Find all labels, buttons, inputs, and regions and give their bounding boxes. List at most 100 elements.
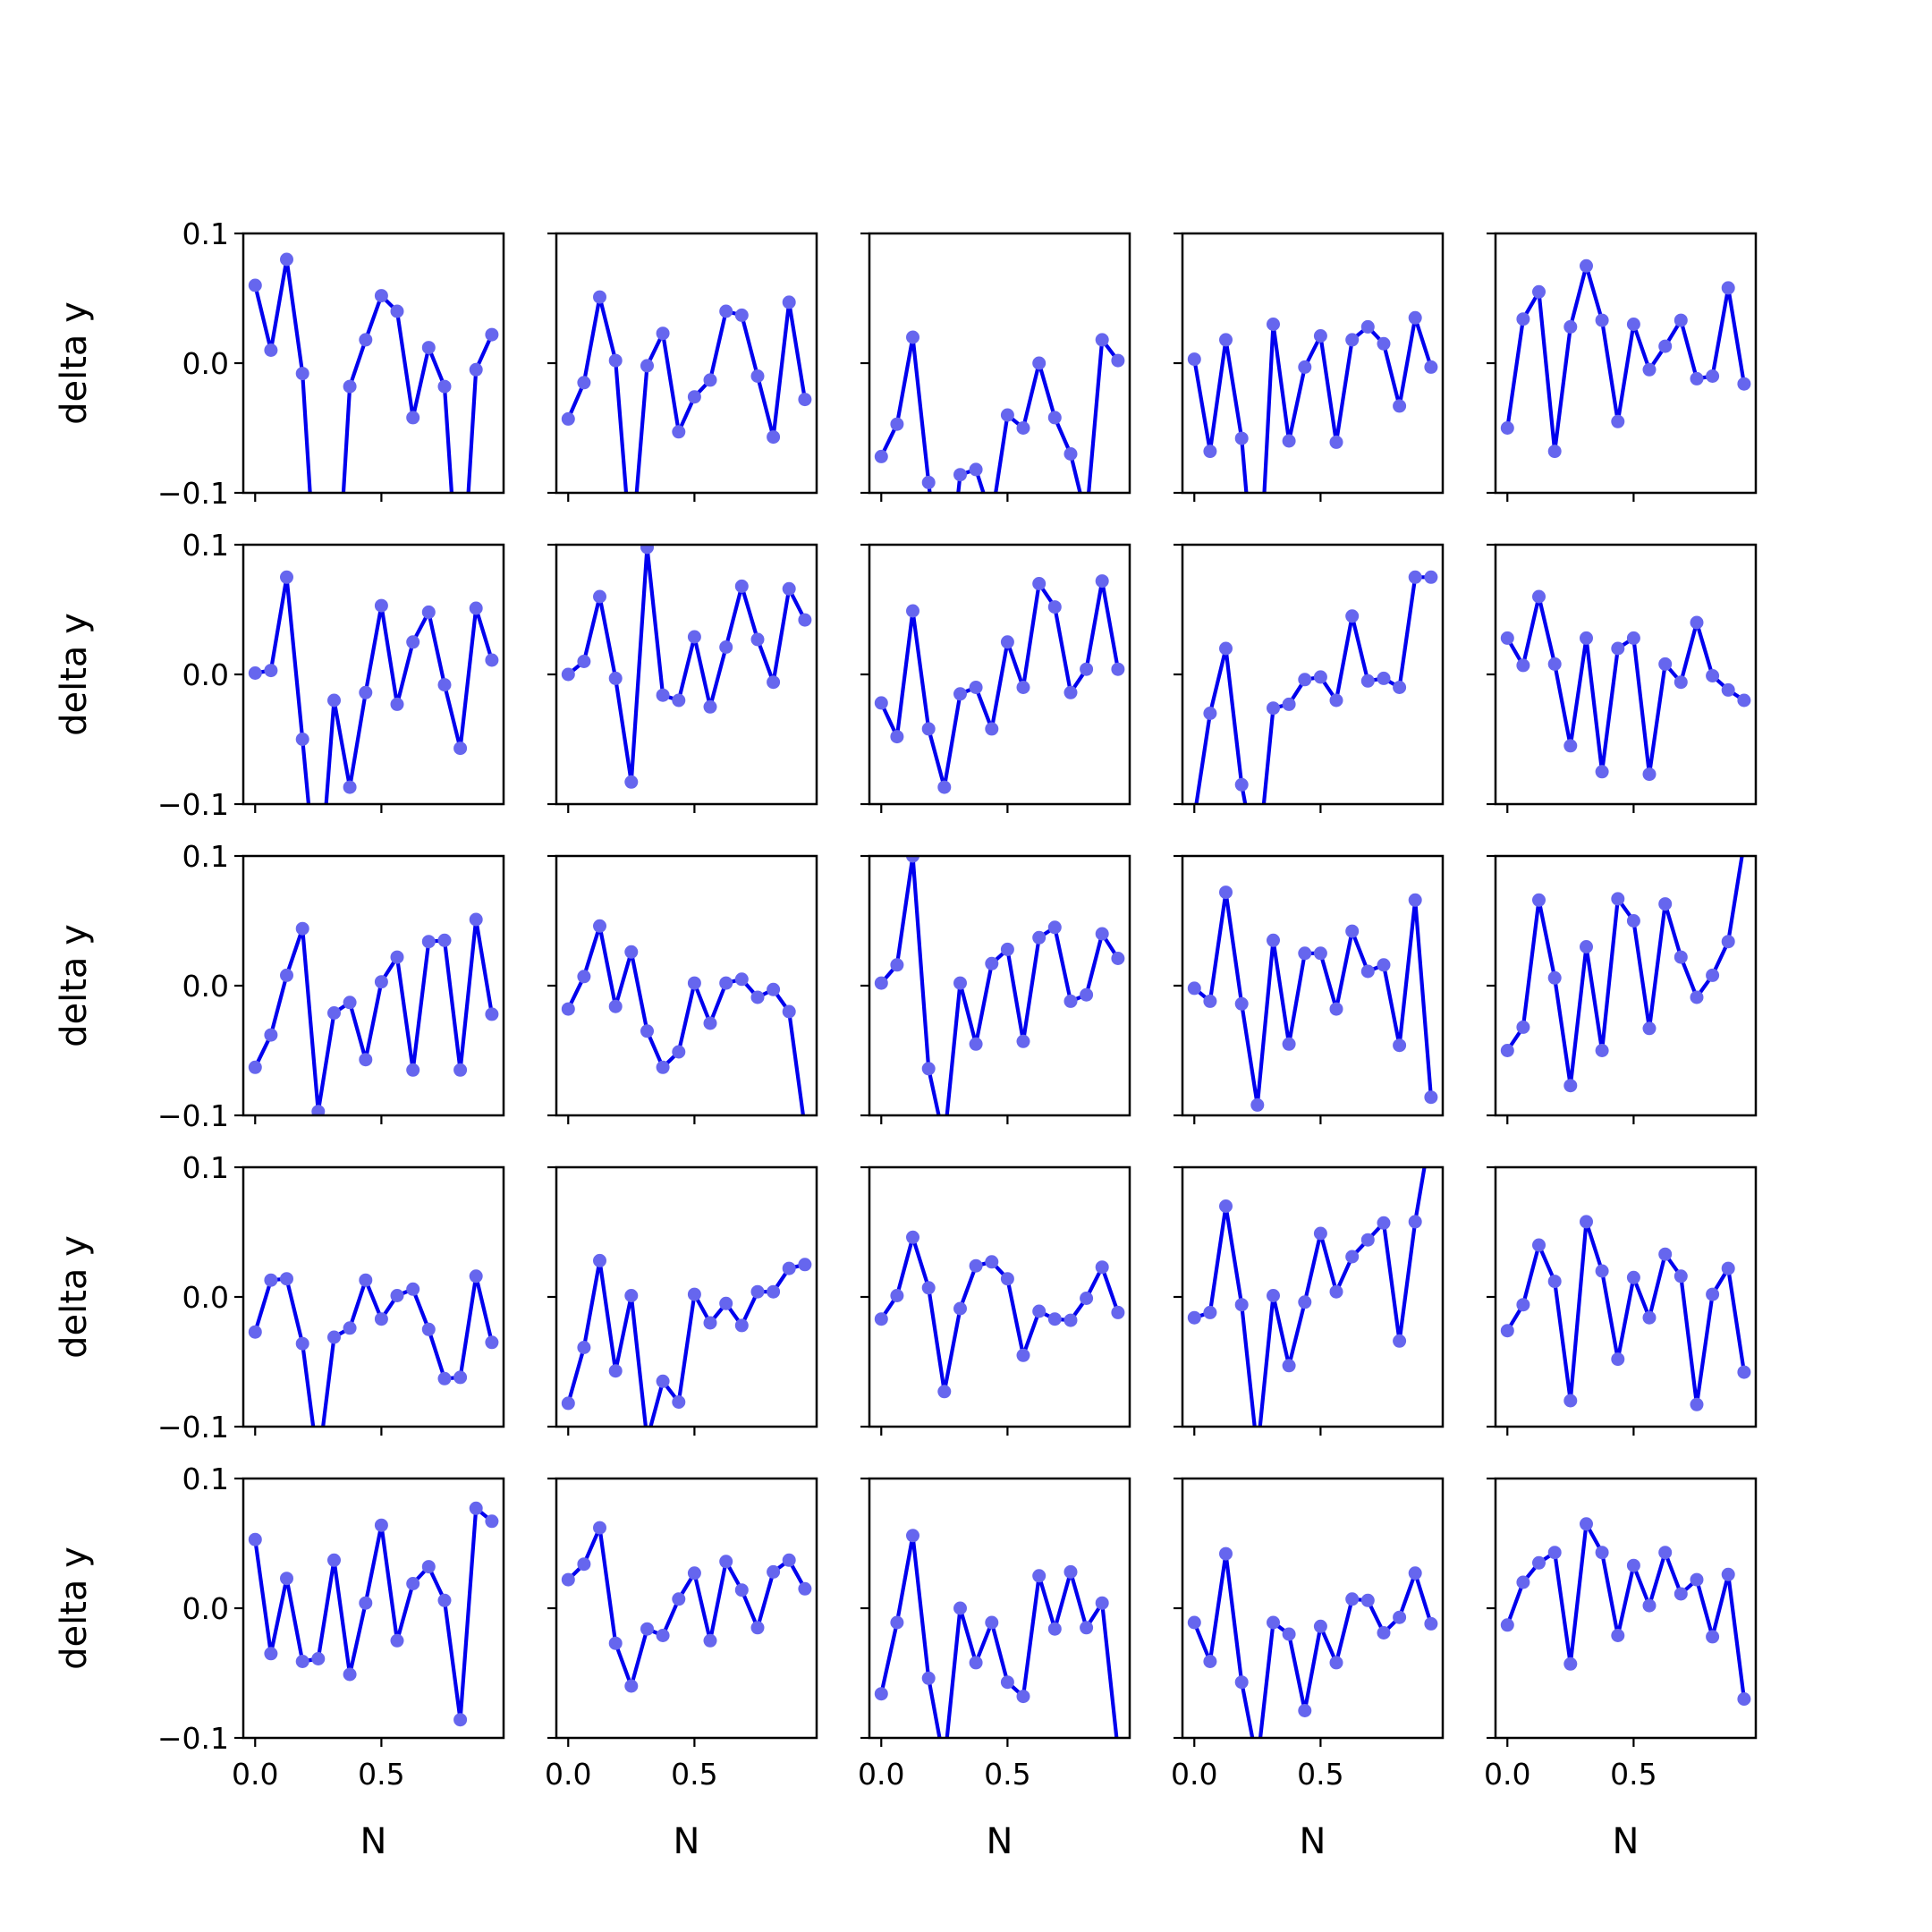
data-point bbox=[750, 1621, 765, 1635]
data-point bbox=[1219, 641, 1233, 656]
x-tick-label: 0.0 bbox=[1484, 1757, 1530, 1792]
data-point bbox=[1282, 434, 1296, 448]
data-point bbox=[264, 1647, 278, 1661]
data-point bbox=[343, 780, 357, 794]
data-point bbox=[750, 1284, 765, 1299]
data-point bbox=[1674, 950, 1688, 964]
y-tick-label: −0.1 bbox=[157, 1721, 229, 1756]
data-point bbox=[782, 295, 796, 309]
data-point bbox=[1345, 924, 1360, 938]
data-point bbox=[1095, 1260, 1109, 1275]
data-point bbox=[421, 935, 436, 949]
data-point bbox=[767, 1564, 781, 1579]
y-tick-label: 0.0 bbox=[182, 346, 229, 381]
data-point bbox=[1611, 892, 1625, 906]
data-point bbox=[985, 1615, 999, 1630]
data-point bbox=[1000, 1675, 1014, 1690]
data-point bbox=[1721, 1261, 1735, 1275]
data-point bbox=[798, 393, 812, 407]
data-point bbox=[359, 685, 373, 699]
data-point bbox=[1345, 1250, 1360, 1264]
data-point bbox=[719, 1555, 733, 1569]
data-point bbox=[719, 640, 733, 654]
data-point bbox=[985, 1255, 999, 1269]
data-point bbox=[969, 1037, 983, 1051]
data-point bbox=[1111, 952, 1125, 965]
data-point bbox=[890, 1615, 904, 1630]
data-point bbox=[1313, 670, 1327, 684]
data-point bbox=[1063, 447, 1078, 461]
data-point bbox=[453, 1713, 468, 1727]
data-point bbox=[406, 1577, 420, 1590]
data-point bbox=[767, 675, 781, 690]
data-point bbox=[874, 449, 888, 463]
data-point bbox=[343, 1321, 357, 1335]
plot-area bbox=[874, 1230, 1125, 1399]
data-point bbox=[1080, 987, 1094, 1002]
data-point bbox=[1737, 377, 1751, 391]
x-axis-label: N bbox=[987, 1821, 1013, 1862]
series-line bbox=[566, 1258, 806, 1427]
data-point bbox=[577, 970, 591, 984]
x-axis-label: N bbox=[1613, 1821, 1640, 1862]
data-point bbox=[969, 681, 983, 694]
data-point bbox=[1095, 927, 1109, 941]
y-tick-label: 0.1 bbox=[182, 1462, 229, 1496]
x-axis-label: N bbox=[674, 1821, 700, 1862]
data-point bbox=[719, 304, 733, 318]
data-point bbox=[1424, 1090, 1438, 1105]
data-point bbox=[1234, 996, 1249, 1011]
data-point bbox=[248, 1325, 262, 1339]
data-point bbox=[874, 1312, 888, 1326]
y-tick-label: −0.1 bbox=[157, 1098, 229, 1133]
data-point bbox=[1298, 946, 1312, 961]
data-point bbox=[406, 1282, 420, 1296]
data-point bbox=[969, 1258, 983, 1273]
data-point bbox=[469, 912, 483, 927]
data-point bbox=[1393, 1334, 1407, 1348]
data-point bbox=[577, 1557, 591, 1572]
data-point bbox=[485, 1007, 499, 1021]
plot-area bbox=[1187, 1546, 1438, 1738]
y-axis-label: delta y bbox=[54, 924, 95, 1047]
data-point bbox=[1595, 1264, 1609, 1278]
data-point bbox=[734, 308, 749, 322]
data-point bbox=[1721, 281, 1735, 295]
data-point bbox=[1580, 631, 1593, 645]
series-line bbox=[566, 545, 807, 784]
data-point bbox=[1329, 1284, 1343, 1299]
plot-area bbox=[561, 1253, 812, 1427]
data-point bbox=[798, 1258, 812, 1272]
data-point bbox=[921, 722, 936, 736]
data-point bbox=[485, 1335, 499, 1350]
series-line bbox=[1505, 594, 1746, 776]
data-point bbox=[469, 1269, 483, 1284]
data-point bbox=[985, 722, 999, 736]
x-tick-label: 0.5 bbox=[1610, 1757, 1657, 1792]
data-point bbox=[406, 635, 420, 649]
data-point bbox=[280, 968, 293, 982]
data-point bbox=[656, 1374, 670, 1388]
data-point bbox=[1706, 369, 1720, 383]
data-point bbox=[390, 304, 404, 318]
data-point bbox=[1690, 615, 1704, 630]
data-point bbox=[1095, 333, 1109, 347]
data-point bbox=[437, 678, 452, 692]
data-point bbox=[1611, 1352, 1625, 1367]
data-point bbox=[1377, 336, 1391, 351]
series-line bbox=[566, 295, 807, 493]
data-point bbox=[359, 333, 373, 347]
data-point bbox=[1721, 935, 1735, 949]
data-point bbox=[1516, 312, 1530, 326]
data-point bbox=[890, 1289, 904, 1302]
data-point bbox=[390, 1289, 404, 1302]
plot-area bbox=[248, 570, 499, 804]
data-point bbox=[1267, 318, 1280, 331]
plot-area bbox=[248, 252, 499, 493]
data-point bbox=[1377, 1216, 1391, 1230]
data-point bbox=[1016, 421, 1030, 435]
series-line bbox=[1194, 575, 1431, 804]
subplot-r1-c2 bbox=[547, 232, 818, 502]
data-point bbox=[1532, 1555, 1546, 1570]
